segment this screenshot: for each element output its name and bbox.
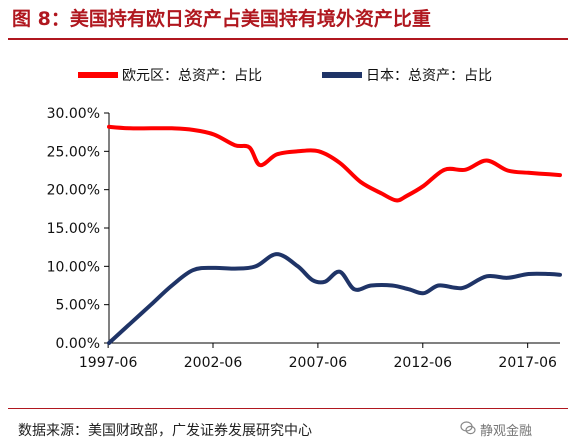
x-axis: 1997-06 2002-06 2007-06 2012-06 2017-06 xyxy=(79,342,560,371)
watermark-text: 静观金融 xyxy=(480,424,533,439)
legend-label-eurozone: 欧元区：总资产：占比 xyxy=(122,68,262,84)
y-tick-label: 10.00% xyxy=(47,259,100,275)
x-tick-label: 2012-06 xyxy=(394,355,453,371)
data-source: 数据来源：美国财政部，广发证券发展研究中心 xyxy=(18,423,312,439)
y-axis: 0.00% 5.00% 10.00% 15.00% 20.00% 25.00% 30.00% xyxy=(47,106,110,352)
x-ticks: 1997-06 2002-06 2007-06 2012-06 2017-06 xyxy=(79,343,557,371)
x-tick-label: 1997-06 xyxy=(79,355,138,371)
y-tick-label: 25.00% xyxy=(47,144,100,160)
y-ticks: 0.00% 5.00% 10.00% 15.00% 20.00% 25.00% 30.00% xyxy=(47,106,109,352)
x-tick-label: 2002-06 xyxy=(184,355,243,371)
y-tick-label: 5.00% xyxy=(56,298,100,314)
x-tick-label: 2007-06 xyxy=(289,355,348,371)
y-tick-label: 30.00% xyxy=(47,106,100,122)
plot-series xyxy=(107,124,562,345)
y-tick-label: 20.00% xyxy=(47,183,100,199)
series-line-japan xyxy=(107,252,562,345)
y-tick-label: 0.00% xyxy=(56,336,100,352)
title-divider xyxy=(8,38,568,40)
series-line-eurozone xyxy=(107,124,562,203)
footer-divider xyxy=(8,408,568,409)
legend: 欧元区：总资产：占比 日本：总资产：占比 xyxy=(78,68,492,84)
x-tick-label: 2017-06 xyxy=(498,355,557,371)
wechat-icon xyxy=(460,421,476,435)
legend-label-japan: 日本：总资产：占比 xyxy=(366,68,492,84)
figure-title: 图 8：美国持有欧日资产占美国持有境外资产比重 xyxy=(12,8,431,30)
y-tick-label: 15.00% xyxy=(47,221,100,237)
